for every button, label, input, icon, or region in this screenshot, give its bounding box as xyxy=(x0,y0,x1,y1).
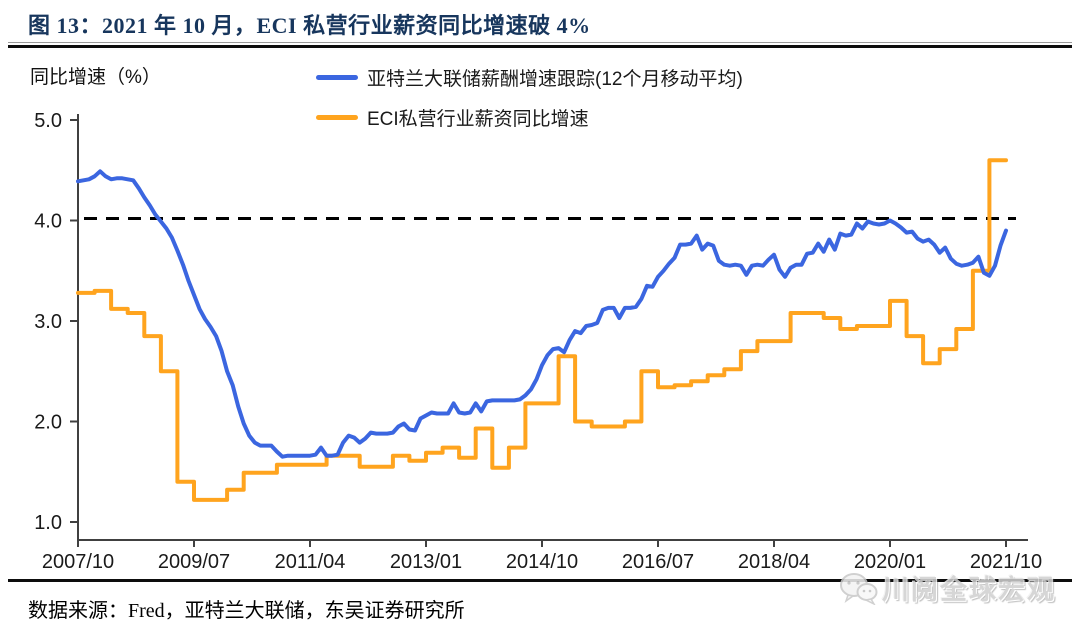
y-tick-label: 1.0 xyxy=(34,512,62,534)
x-tick-label: 2009/07 xyxy=(158,551,230,573)
x-tick-label: 2014/10 xyxy=(506,551,578,573)
x-tick-label: 2007/10 xyxy=(42,551,114,573)
source-note: 数据来源：Fred，亚特兰大联储，东吴证券研究所 xyxy=(28,600,465,622)
legend-label: 亚特兰大联储薪酬增速跟踪(12个月移动平均) xyxy=(367,68,743,90)
y-tick-label: 2.0 xyxy=(34,412,62,434)
x-tick-label: 2018/04 xyxy=(738,551,810,573)
y-tick-label: 5.0 xyxy=(34,110,62,132)
chart-legend: 亚特兰大联储薪酬增速跟踪(12个月移动平均) ECI私营行业薪资同比增速 xyxy=(316,62,743,142)
legend-label: ECI私营行业薪资同比增速 xyxy=(367,108,589,130)
legend-item-atlanta-fed: 亚特兰大联储薪酬增速跟踪(12个月移动平均) xyxy=(316,62,743,92)
x-tick-label: 2021/10 xyxy=(970,551,1042,573)
x-tick-label: 2016/07 xyxy=(622,551,694,573)
legend-item-eci: ECI私营行业薪资同比增速 xyxy=(316,102,743,132)
figure-title: 图 13：2021 年 10 月，ECI 私营行业薪资同比增速破 4% xyxy=(28,13,591,38)
legend-line-swatch-blue xyxy=(316,74,358,80)
y-tick-label: 4.0 xyxy=(34,211,62,233)
bottom-divider xyxy=(8,579,1072,582)
legend-line-swatch-orange xyxy=(316,114,358,120)
atlanta-fed-series-line xyxy=(76,169,1008,459)
y-axis-title: 同比增速（%） xyxy=(30,67,161,88)
eci-series-line xyxy=(76,158,1008,502)
x-tick-label: 2013/01 xyxy=(390,551,462,573)
x-tick-label: 2020/01 xyxy=(854,551,926,573)
y-tick-label: 3.0 xyxy=(34,311,62,333)
title-divider xyxy=(8,42,1072,48)
x-tick-label: 2011/04 xyxy=(275,551,346,573)
